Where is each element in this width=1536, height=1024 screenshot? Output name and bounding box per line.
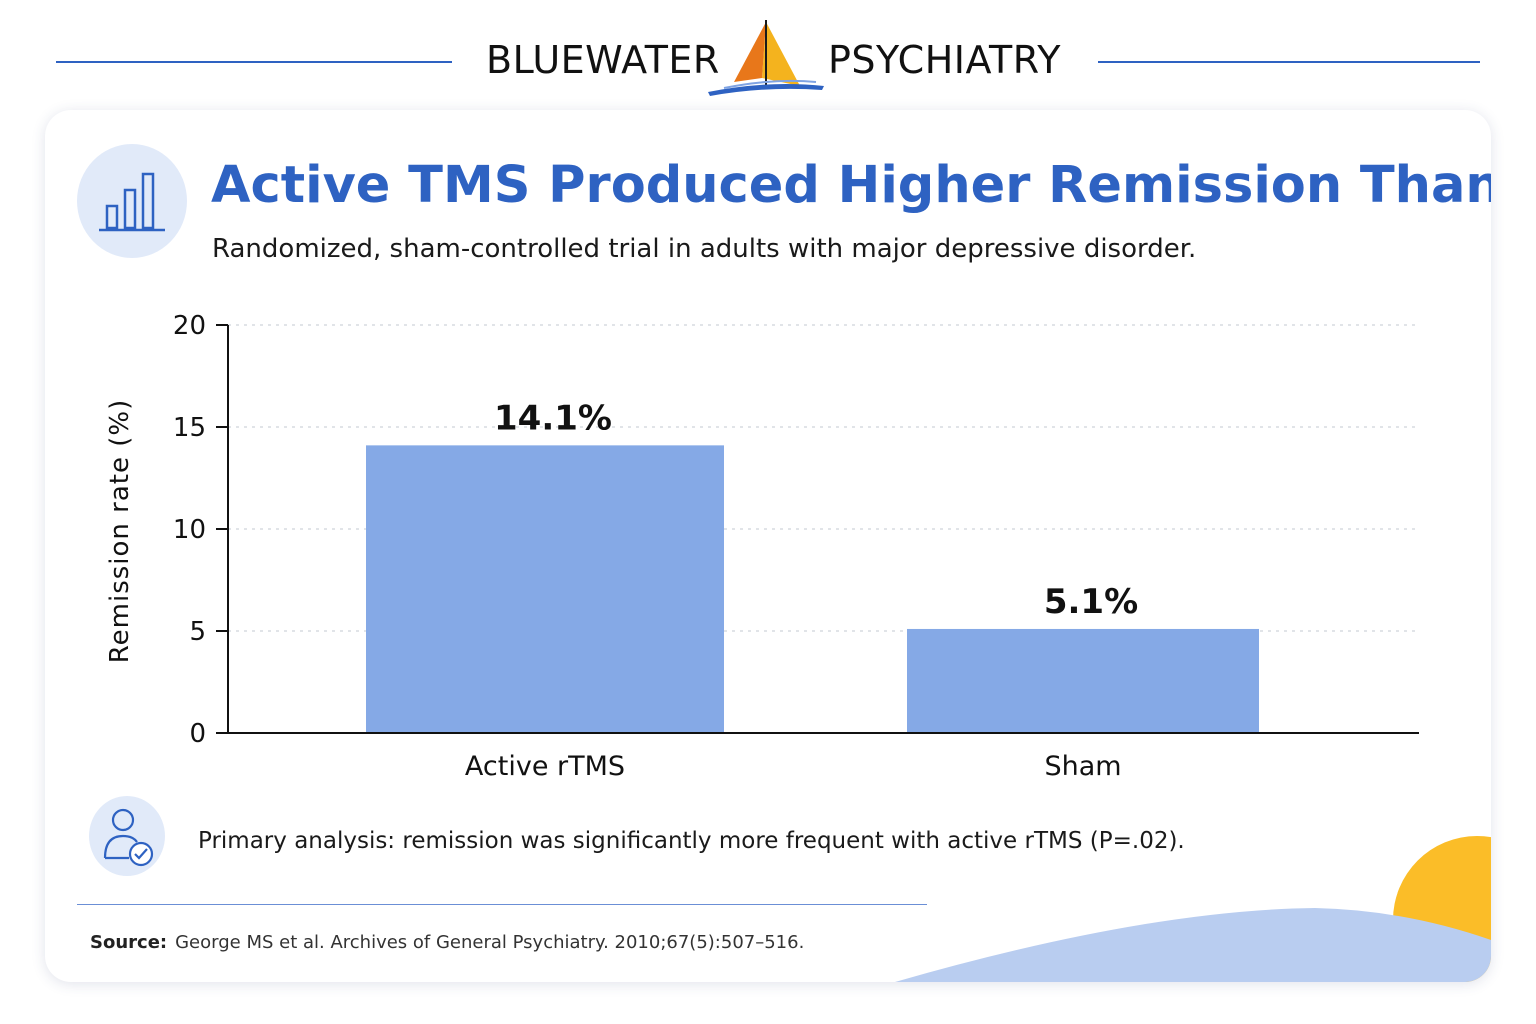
y-tick-label: 5 [189,617,206,647]
footer-divider [77,904,927,905]
wave-decoration [895,908,1491,982]
brand-name-right: PSYCHIATRY [828,38,1061,82]
y-tick-label: 20 [173,311,206,341]
person-check-icon [89,796,165,876]
y-tick-label: 15 [173,413,206,443]
bar-active-rtms [366,445,724,733]
bar-chart-icon [77,144,187,258]
source-label: Source: [90,932,168,953]
page-title: Active TMS Produced Higher Remission Tha… [211,156,1491,215]
sailboat-logo-icon [708,20,824,96]
x-category-label: Sham [1044,751,1121,782]
data-label: 14.1% [494,398,612,438]
x-category-label: Active rTMS [465,751,625,782]
header-line-right [1098,61,1480,63]
page-subtitle: Randomized, sham-controlled trial in adu… [212,234,1197,264]
source-citation: Source: George MS et al. Archives of Gene… [90,932,804,953]
y-tick-label: 0 [189,719,206,749]
bar-chart: 0 5 10 15 20 14.1% Active rTMS 5.1% Sham Remissio… [105,311,1419,782]
content-card: Active TMS Produced Higher Remission Tha… [45,110,1491,982]
brand-name-left: BLUEWATER [486,38,720,82]
data-label: 5.1% [1044,582,1138,622]
primary-analysis-note: Primary analysis: remission was signific… [198,828,1185,854]
decorative-wave [895,836,1491,982]
source-text: George MS et al. Archives of General Psy… [175,932,805,953]
y-axis-label: Remission rate (%) [105,399,135,663]
bar-sham [907,628,1259,733]
header-line-left [56,61,452,63]
y-tick-label: 10 [173,515,206,545]
